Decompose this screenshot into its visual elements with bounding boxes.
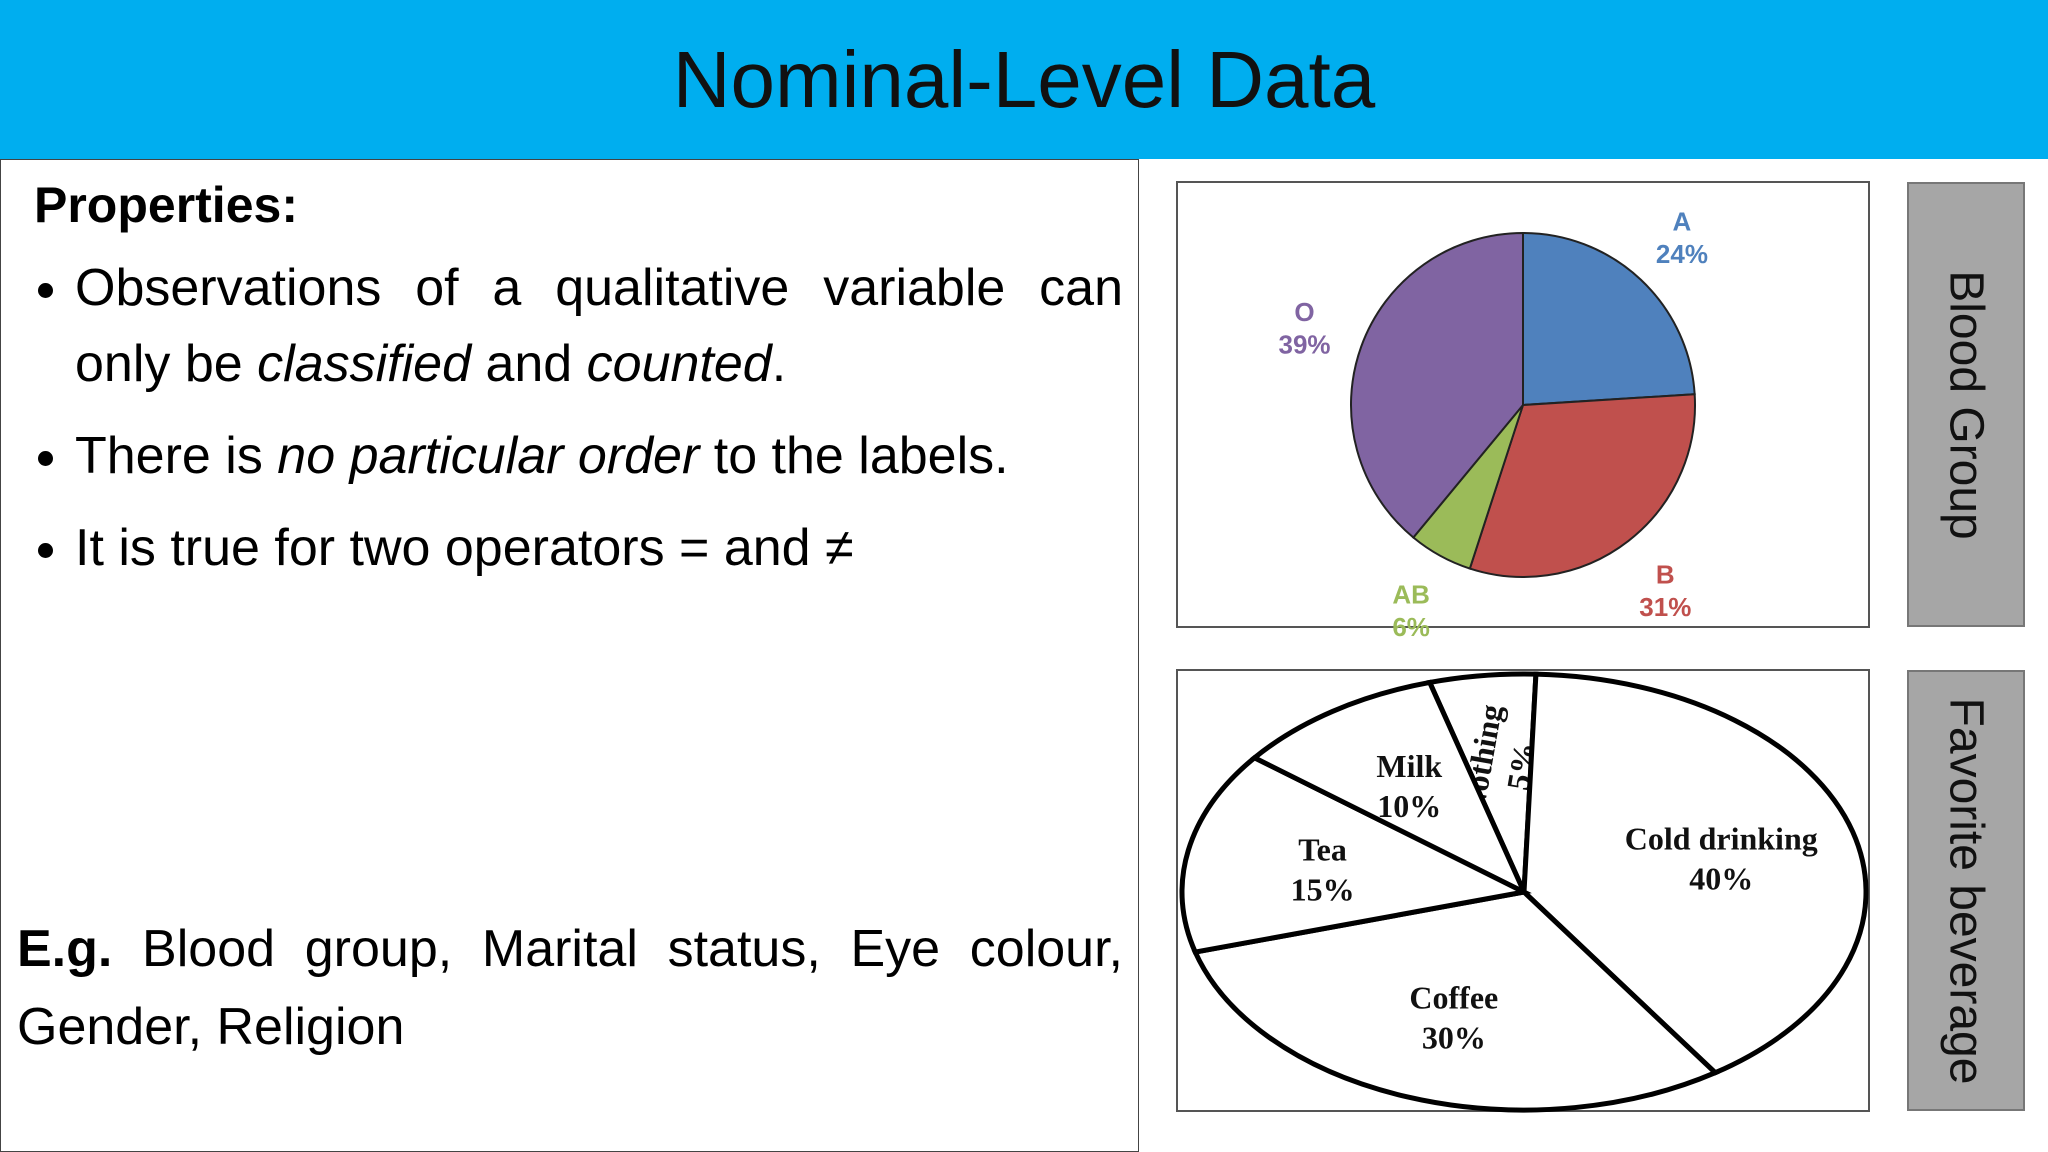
pie-slice: [1522, 231, 1696, 407]
side-label: Favorite beverage: [1907, 670, 2025, 1111]
slice-label: B: [1656, 559, 1675, 589]
slice-label: Coffee: [1409, 980, 1498, 1016]
text-run: It is true for two operators = and ≠: [75, 519, 854, 577]
slice-label: A: [1673, 207, 1692, 237]
slice-value: 24%: [1656, 239, 1708, 269]
pie-slice: [1521, 671, 1869, 1076]
title: Nominal-Level Data: [672, 34, 1376, 124]
text-run: to the labels.: [699, 427, 1009, 485]
bullet: Observations of a qualitative variable c…: [75, 250, 1123, 402]
bullet-list: Observations of a qualitative variable c…: [75, 250, 1123, 602]
pie-slice: [1349, 231, 1524, 539]
bullet: There is no particular order to the labe…: [75, 418, 1123, 494]
slice-label: O: [1294, 297, 1314, 327]
slice-value: 31%: [1639, 592, 1691, 622]
pie-slice: [1249, 679, 1530, 898]
heading: Properties:: [34, 177, 298, 233]
example: E.g. Blood group, Marital status, Eye co…: [17, 910, 1123, 1066]
text-run: no particular order: [277, 427, 700, 485]
slice-label: Cold drinking: [1625, 821, 1818, 857]
slice-value: 39%: [1279, 330, 1331, 360]
slice-label: Milk: [1376, 748, 1442, 784]
text-run: and: [471, 335, 587, 393]
properties-panel: Properties: Observations of a qualitativ…: [0, 159, 1139, 1152]
slice-value: 40%: [1689, 861, 1753, 897]
side-label: Blood Group: [1907, 182, 2025, 627]
slice-value: 30%: [1422, 1020, 1486, 1056]
pie-slice: [1468, 393, 1696, 578]
text-run: There is: [75, 427, 278, 485]
pie-slice: [1191, 889, 1720, 1113]
text-run: Observations of a qualitative variable c…: [75, 259, 1123, 393]
slice-value: 15%: [1291, 872, 1355, 908]
text-run: counted: [586, 335, 772, 393]
text-run: classified: [257, 335, 472, 393]
slice-value: 10%: [1377, 788, 1441, 824]
bullet: It is true for two operators = and ≠: [75, 510, 1123, 586]
text-run: E.g.: [17, 920, 113, 978]
text-run: Blood group, Marital status, Eye colour,…: [17, 920, 1123, 1056]
text-run: .: [771, 335, 787, 393]
slice-value: 6%: [1392, 612, 1430, 642]
header: Nominal-Level Data: [0, 0, 2048, 159]
slice-label: Tea: [1298, 832, 1347, 868]
slice-label: AB: [1392, 579, 1430, 609]
pie-slice: [1179, 754, 1532, 955]
